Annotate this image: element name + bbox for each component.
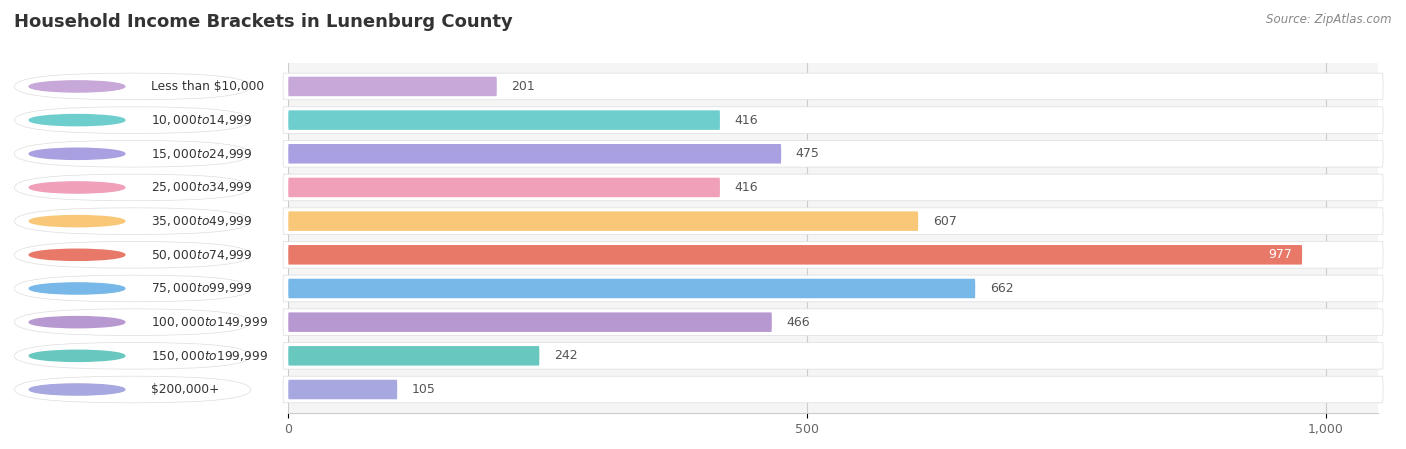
Text: Less than $10,000: Less than $10,000 (150, 80, 264, 93)
Circle shape (30, 182, 125, 193)
FancyBboxPatch shape (14, 242, 250, 268)
FancyBboxPatch shape (283, 343, 1384, 369)
Circle shape (30, 148, 125, 159)
FancyBboxPatch shape (14, 343, 250, 369)
FancyBboxPatch shape (283, 208, 1384, 234)
Text: $100,000 to $149,999: $100,000 to $149,999 (150, 315, 269, 329)
Text: 416: 416 (734, 114, 758, 127)
Text: $25,000 to $34,999: $25,000 to $34,999 (150, 180, 253, 194)
Text: $35,000 to $49,999: $35,000 to $49,999 (150, 214, 253, 228)
FancyBboxPatch shape (288, 110, 720, 130)
FancyBboxPatch shape (14, 275, 250, 302)
FancyBboxPatch shape (14, 208, 250, 234)
Text: $10,000 to $14,999: $10,000 to $14,999 (150, 113, 253, 127)
Text: $200,000+: $200,000+ (150, 383, 219, 396)
FancyBboxPatch shape (288, 279, 976, 298)
FancyBboxPatch shape (283, 141, 1384, 167)
FancyBboxPatch shape (288, 380, 396, 399)
FancyBboxPatch shape (288, 144, 782, 163)
FancyBboxPatch shape (283, 275, 1384, 302)
Text: 475: 475 (796, 147, 820, 160)
FancyBboxPatch shape (283, 242, 1384, 268)
FancyBboxPatch shape (14, 73, 250, 100)
Text: 662: 662 (990, 282, 1014, 295)
Text: Source: ZipAtlas.com: Source: ZipAtlas.com (1267, 13, 1392, 26)
Text: 977: 977 (1268, 248, 1292, 261)
FancyBboxPatch shape (14, 376, 250, 403)
Text: Household Income Brackets in Lunenburg County: Household Income Brackets in Lunenburg C… (14, 13, 513, 31)
FancyBboxPatch shape (283, 107, 1384, 133)
Circle shape (30, 81, 125, 92)
Circle shape (30, 249, 125, 260)
Text: 466: 466 (786, 316, 810, 329)
Circle shape (30, 114, 125, 126)
FancyBboxPatch shape (14, 309, 250, 335)
FancyBboxPatch shape (283, 376, 1384, 403)
Text: 201: 201 (512, 80, 536, 93)
FancyBboxPatch shape (14, 174, 250, 201)
Text: 242: 242 (554, 349, 578, 362)
FancyBboxPatch shape (14, 141, 250, 167)
FancyBboxPatch shape (288, 77, 496, 96)
FancyBboxPatch shape (288, 245, 1302, 264)
Circle shape (30, 350, 125, 361)
Text: $150,000 to $199,999: $150,000 to $199,999 (150, 349, 269, 363)
FancyBboxPatch shape (14, 107, 250, 133)
Text: $15,000 to $24,999: $15,000 to $24,999 (150, 147, 253, 161)
Circle shape (30, 283, 125, 294)
FancyBboxPatch shape (283, 174, 1384, 201)
FancyBboxPatch shape (288, 178, 720, 197)
Text: 105: 105 (412, 383, 436, 396)
FancyBboxPatch shape (288, 313, 772, 332)
Text: $75,000 to $99,999: $75,000 to $99,999 (150, 282, 253, 295)
FancyBboxPatch shape (288, 211, 918, 231)
Text: 416: 416 (734, 181, 758, 194)
Circle shape (30, 384, 125, 395)
FancyBboxPatch shape (283, 309, 1384, 335)
FancyBboxPatch shape (283, 73, 1384, 100)
Text: 607: 607 (932, 215, 956, 228)
Circle shape (30, 317, 125, 328)
Text: $50,000 to $74,999: $50,000 to $74,999 (150, 248, 253, 262)
Circle shape (30, 216, 125, 227)
FancyBboxPatch shape (288, 346, 540, 365)
